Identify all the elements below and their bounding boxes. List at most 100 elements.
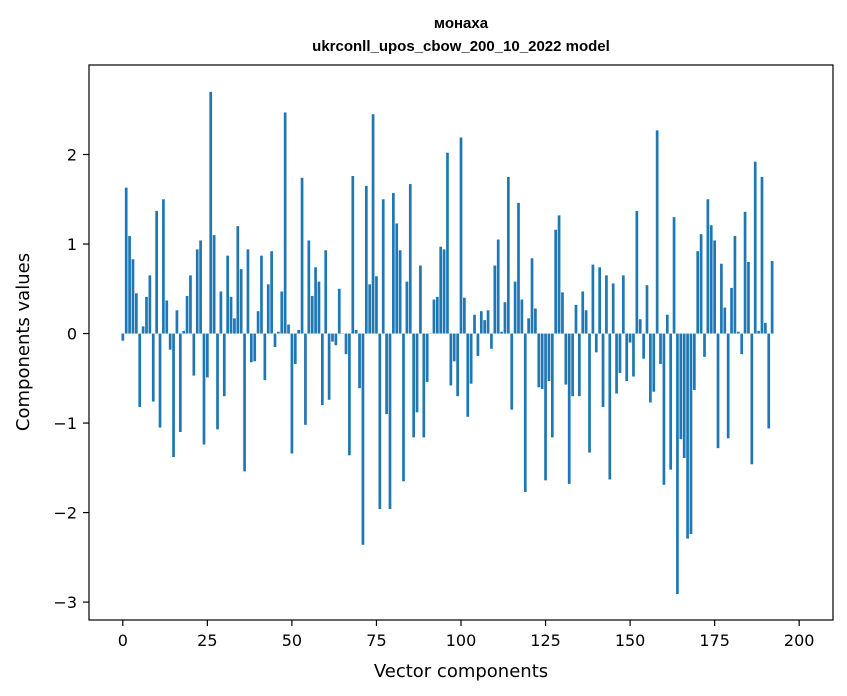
bar xyxy=(645,285,649,334)
bar xyxy=(256,311,260,334)
y-tick-label: −3 xyxy=(53,593,77,612)
bar xyxy=(753,161,757,334)
bar xyxy=(212,235,216,334)
bar xyxy=(547,333,551,381)
bar xyxy=(520,299,524,334)
bar xyxy=(273,333,277,347)
bar xyxy=(351,176,355,334)
bar xyxy=(253,333,257,362)
bar xyxy=(131,259,135,334)
bar xyxy=(327,333,331,400)
bar xyxy=(534,308,537,334)
bar xyxy=(530,258,534,334)
bar xyxy=(425,333,429,382)
bar xyxy=(246,249,250,334)
bar xyxy=(706,199,710,334)
bar xyxy=(750,333,754,465)
bar xyxy=(618,333,622,373)
x-tick-label: 50 xyxy=(282,631,302,650)
bar xyxy=(469,333,473,384)
x-tick-label: 125 xyxy=(530,631,561,650)
bar xyxy=(479,311,483,334)
bar xyxy=(649,333,652,403)
bar xyxy=(723,307,727,334)
bar xyxy=(611,283,615,334)
bar xyxy=(699,234,703,334)
y-axis-ticks: −3 −2 −1 0 1 2 xyxy=(53,146,89,612)
bar xyxy=(381,199,385,334)
bar xyxy=(574,304,578,334)
bar xyxy=(337,288,341,334)
bar xyxy=(483,320,487,334)
bar xyxy=(209,91,213,334)
x-tick-label: 150 xyxy=(615,631,646,650)
bar xyxy=(435,296,439,334)
bar xyxy=(233,318,236,334)
bar xyxy=(594,333,598,353)
bar xyxy=(567,333,571,484)
y-tick-label: 1 xyxy=(67,235,77,254)
bar xyxy=(550,333,554,438)
bar xyxy=(334,333,338,346)
bar xyxy=(239,269,243,334)
bar xyxy=(456,333,459,397)
bar xyxy=(638,319,642,334)
bar xyxy=(398,250,402,334)
bar xyxy=(192,333,196,376)
bar xyxy=(165,300,169,334)
bar xyxy=(364,185,368,334)
bar xyxy=(584,310,588,334)
bar xyxy=(571,333,574,397)
bar xyxy=(537,333,541,388)
bar xyxy=(185,295,189,334)
bar xyxy=(682,333,686,458)
bar xyxy=(510,333,514,410)
bar xyxy=(307,240,311,334)
x-tick-label: 200 xyxy=(784,631,815,650)
bar xyxy=(540,333,544,390)
bar xyxy=(151,333,155,402)
bar xyxy=(175,310,179,334)
bar xyxy=(385,333,388,415)
bar xyxy=(189,275,192,334)
bar xyxy=(716,333,720,449)
bar xyxy=(358,333,361,389)
bar xyxy=(148,275,152,334)
bar xyxy=(490,333,493,349)
bar xyxy=(527,318,530,334)
x-axis-ticks: 0 25 50 75 100 125 150 175 200 xyxy=(118,620,815,650)
bar xyxy=(757,330,760,334)
bar xyxy=(747,261,750,334)
bar xyxy=(408,184,412,334)
bar xyxy=(368,284,372,334)
bar xyxy=(124,187,128,334)
bar xyxy=(503,302,507,334)
bar xyxy=(621,275,625,334)
bar xyxy=(726,333,730,439)
bar xyxy=(665,314,669,334)
y-tick-label: 0 xyxy=(67,325,77,344)
bar xyxy=(578,333,581,397)
bar xyxy=(544,333,547,481)
bar xyxy=(283,112,287,334)
x-axis-label: Vector components xyxy=(374,661,548,682)
bar xyxy=(463,297,466,334)
bars-group xyxy=(121,91,774,595)
bar xyxy=(260,255,263,334)
bar xyxy=(178,333,182,433)
bar xyxy=(263,333,267,381)
bar xyxy=(270,251,273,334)
bar xyxy=(320,333,324,406)
x-tick-label: 100 xyxy=(446,631,477,650)
bar xyxy=(310,295,314,334)
bar xyxy=(679,333,683,440)
bar xyxy=(219,291,223,334)
bar xyxy=(581,291,585,334)
bar xyxy=(598,267,602,334)
bar xyxy=(561,292,564,334)
bar xyxy=(419,265,422,334)
y-axis-label: Components values xyxy=(13,253,34,431)
chart-subtitle: ukrconll_upos_cbow_200_10_2022 model xyxy=(312,38,610,55)
bar xyxy=(168,333,172,350)
